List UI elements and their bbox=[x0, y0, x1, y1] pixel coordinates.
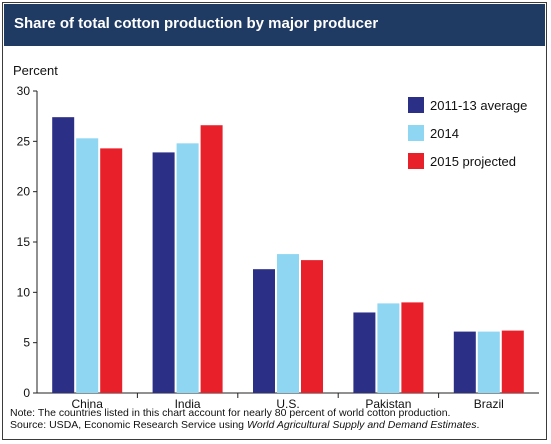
legend-label: 2011-13 average bbox=[430, 98, 527, 113]
bar bbox=[301, 260, 323, 393]
bar bbox=[176, 143, 199, 393]
bar bbox=[253, 269, 275, 393]
y-tick-label: 20 bbox=[17, 185, 31, 199]
x-tick-label: China bbox=[72, 397, 104, 411]
bar bbox=[277, 254, 299, 393]
legend-swatch bbox=[408, 153, 424, 169]
chart-source: Source: USDA, Economic Research Service … bbox=[10, 419, 479, 431]
source-suffix: . bbox=[476, 419, 480, 431]
chart-frame: Share of total cotton production by majo… bbox=[2, 2, 547, 440]
y-tick-label: 15 bbox=[17, 235, 31, 249]
bar bbox=[200, 125, 223, 393]
y-tick-label: 5 bbox=[23, 336, 30, 350]
bar bbox=[401, 302, 424, 393]
bar bbox=[501, 330, 524, 393]
legend-swatch bbox=[408, 125, 424, 141]
source-title: World Agricultural Supply and Demand Est… bbox=[246, 419, 477, 431]
bar bbox=[76, 138, 99, 393]
chart-header: Share of total cotton production by majo… bbox=[4, 4, 545, 46]
bar bbox=[477, 331, 500, 393]
legend-swatch bbox=[408, 97, 424, 113]
bar bbox=[453, 331, 476, 393]
y-tick-label: 25 bbox=[17, 134, 31, 148]
chart-note: Note: The countries listed in this chart… bbox=[10, 407, 451, 419]
y-tick-label: 10 bbox=[17, 285, 31, 299]
y-tick-label: 30 bbox=[17, 84, 31, 98]
bar bbox=[377, 303, 400, 393]
chart-title: Share of total cotton production by majo… bbox=[14, 15, 379, 32]
legend-label: 2015 projected bbox=[430, 154, 516, 169]
bar-chart: 0 5 10 15 20 25 30 China India U.S. Pakistan Brazil… bbox=[17, 84, 539, 411]
bar bbox=[152, 152, 175, 393]
bar bbox=[52, 117, 75, 393]
bar bbox=[100, 148, 123, 393]
source-prefix: Source: USDA, Economic Research Service … bbox=[10, 419, 247, 431]
legend-label: 2014 bbox=[430, 126, 459, 141]
x-tick-label: Brazil bbox=[474, 397, 504, 411]
x-tick-label: India bbox=[175, 397, 201, 411]
bar bbox=[353, 312, 376, 393]
y-axis-label: Percent bbox=[13, 63, 58, 78]
x-tick-label: U.S. bbox=[276, 397, 299, 411]
x-tick-label: Pakistan bbox=[365, 397, 411, 411]
y-tick-label: 0 bbox=[23, 386, 30, 400]
